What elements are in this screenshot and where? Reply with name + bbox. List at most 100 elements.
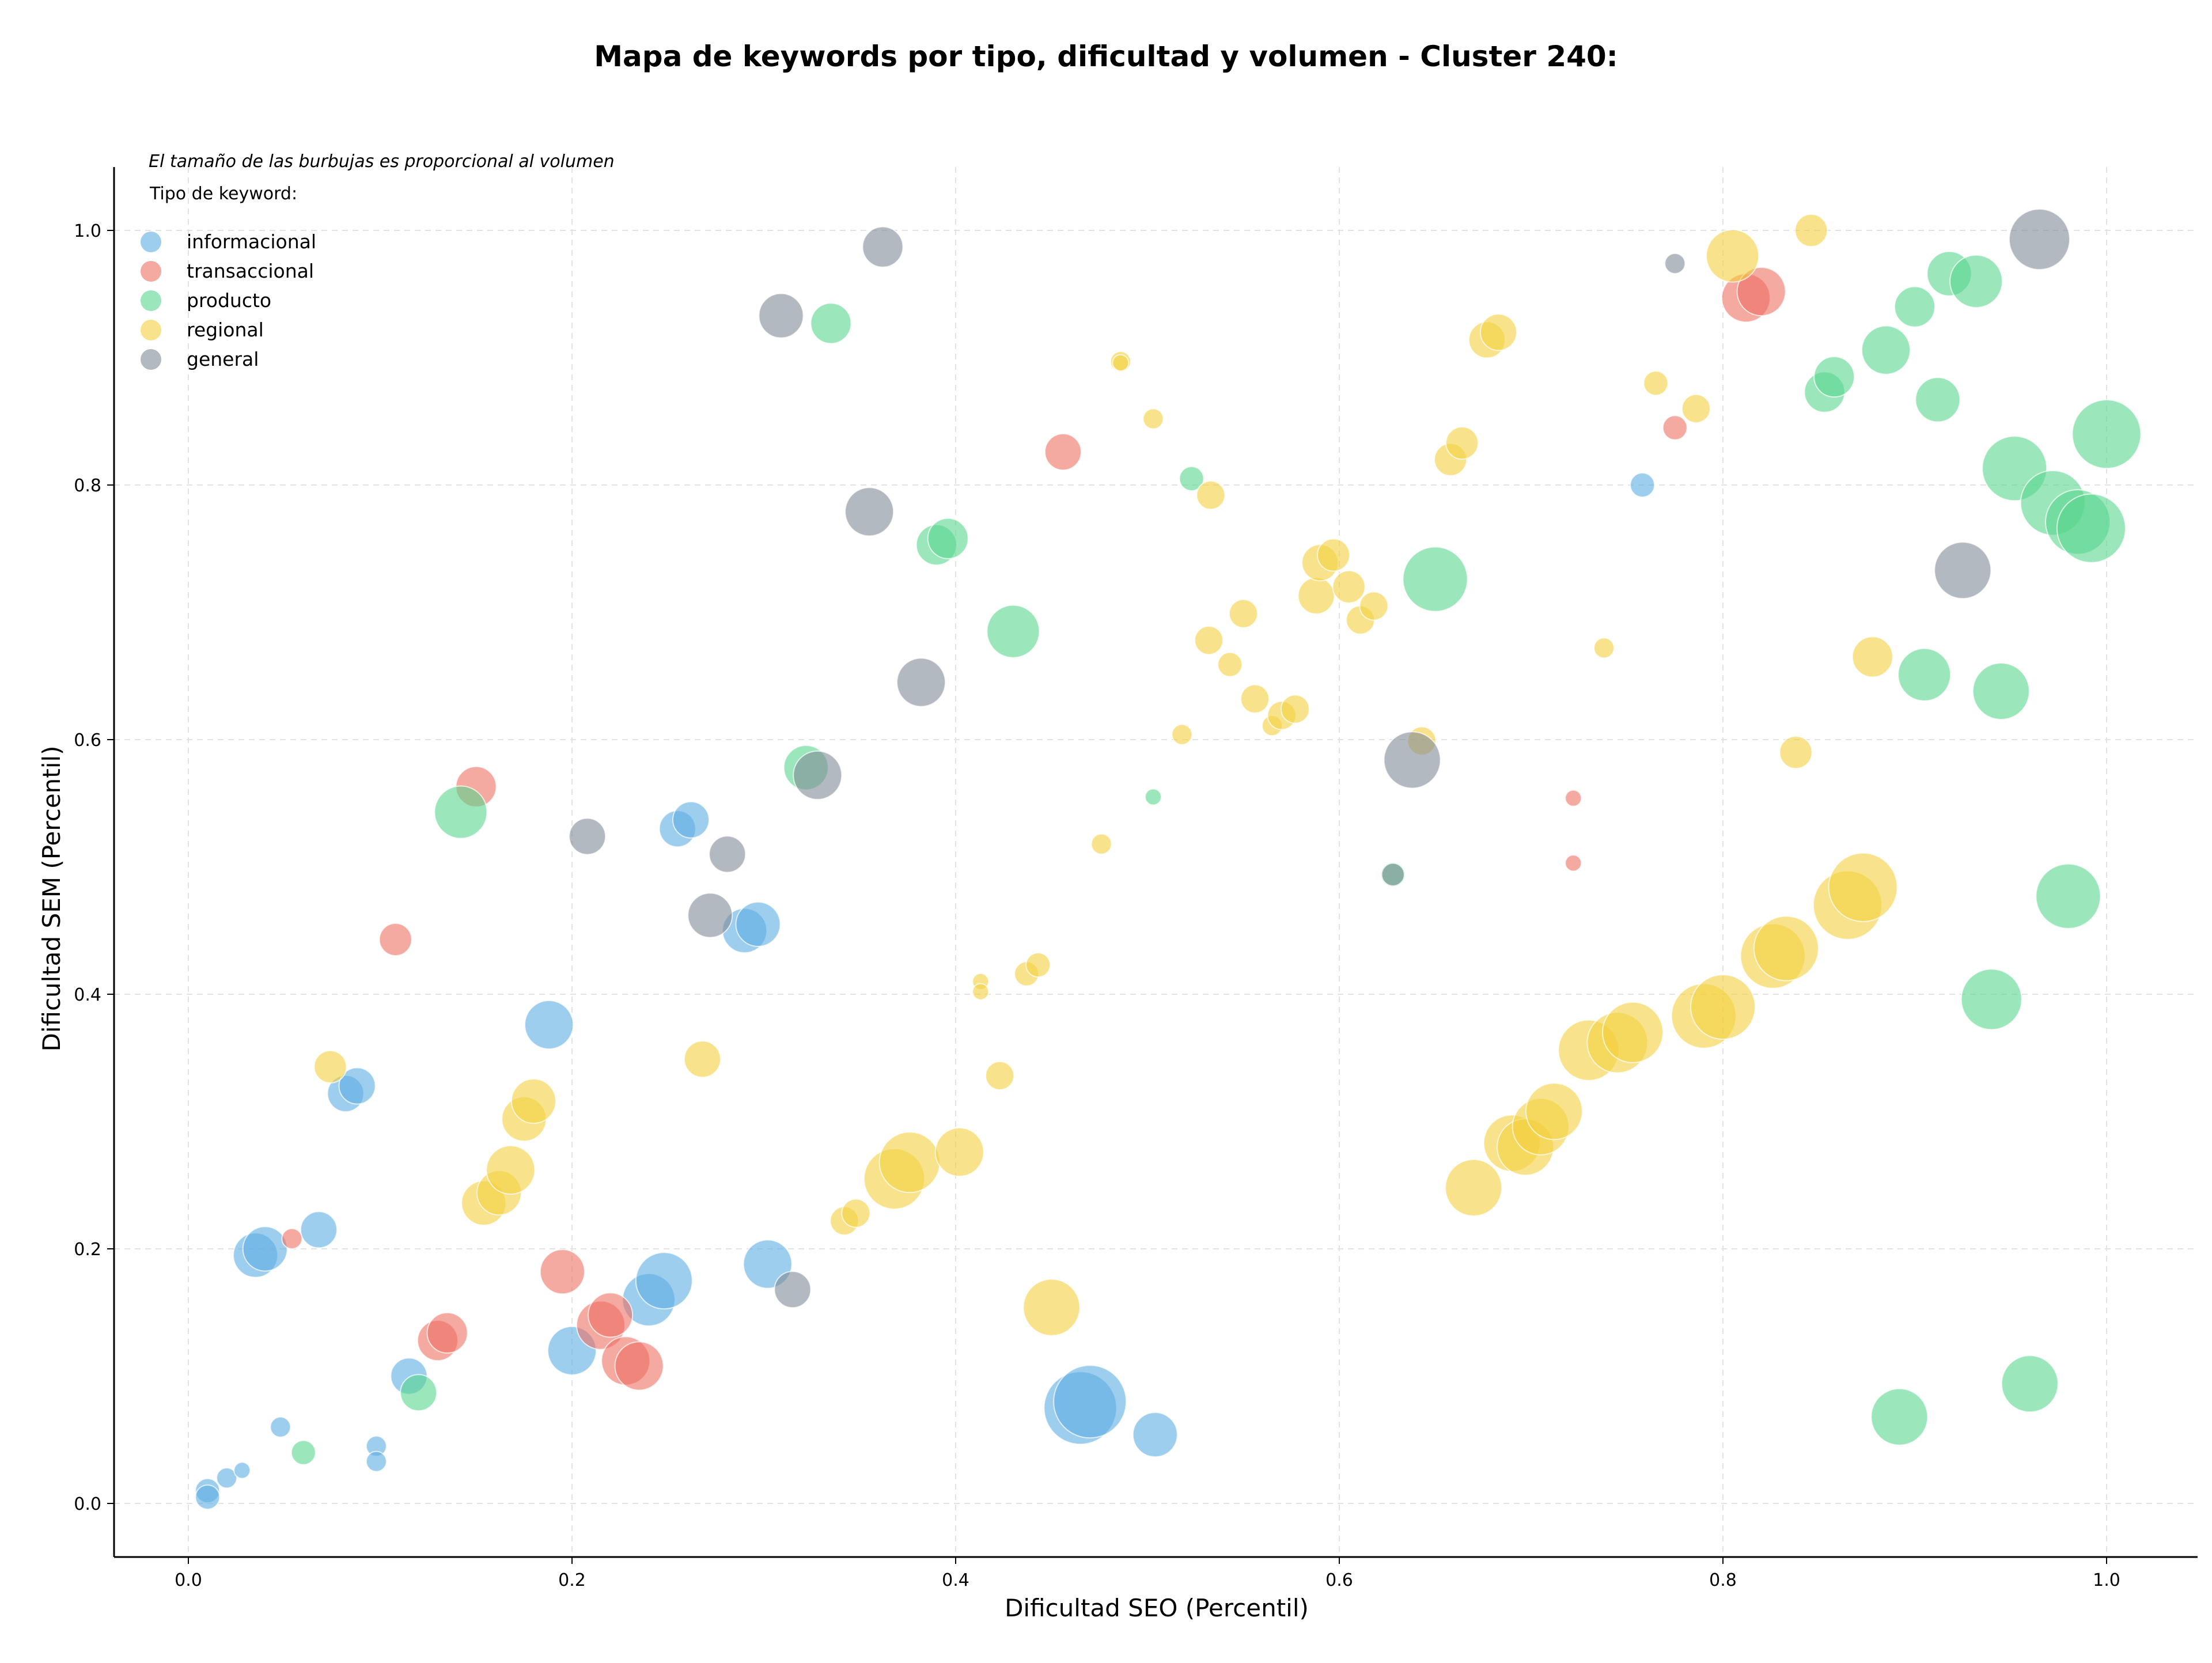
bubble-producto: [927, 517, 969, 559]
bubble-informacional: [524, 1000, 574, 1050]
bubble-producto: [2035, 863, 2101, 929]
bubble-general: [896, 657, 946, 707]
y-tick-label: 1.0: [74, 221, 101, 241]
x-tick-label: 0.4: [942, 1570, 969, 1590]
bubble-producto: [1949, 254, 2003, 308]
bubble-regional: [1601, 1001, 1664, 1063]
bubble-general: [687, 892, 733, 938]
legend-label-general: general: [187, 348, 259, 370]
bubble-informacional: [195, 1484, 221, 1510]
bubble-regional: [972, 983, 990, 1001]
bubble-producto: [1972, 662, 2030, 721]
legend-marker-transaccional: [141, 261, 161, 282]
bubble-general: [569, 817, 607, 855]
bubble-regional: [1753, 915, 1819, 982]
bubble-informacional: [1132, 1412, 1178, 1458]
bubble-transaccional: [614, 1341, 664, 1391]
bubble-general: [758, 293, 804, 339]
bubble-transaccional: [588, 1292, 634, 1338]
y-axis-label: Dificultad SEM (Percentil): [37, 746, 66, 1052]
bubble-regional: [1828, 852, 1898, 922]
bubble-regional: [486, 1145, 536, 1195]
bubble-regional: [1445, 1158, 1503, 1217]
y-tick-label: 0.6: [74, 730, 101, 751]
bubble-general: [1934, 541, 1992, 600]
bubble-regional: [1217, 651, 1243, 677]
bubble-informacional: [1053, 1365, 1127, 1439]
bubble-informacional: [270, 1416, 291, 1438]
bubble-producto: [400, 1374, 438, 1412]
legend-label-producto: producto: [187, 289, 271, 312]
legend-label-transaccional: transaccional: [187, 260, 314, 282]
y-tick-label: 0.0: [74, 1494, 101, 1514]
bubble-transaccional: [426, 1312, 468, 1354]
bubble-producto: [1915, 377, 1961, 423]
axis-layer: 0.0 0.2 0.4 0.6 0.8 1.0 0.0 0.2 0.4 0.6 0.8 1.0: [74, 167, 2198, 1590]
bubble-regional: [1690, 974, 1756, 1040]
bubble-regional: [1643, 370, 1669, 396]
bubble-regional: [1332, 570, 1366, 604]
bubble-informacional: [338, 1067, 376, 1105]
bubble-producto: [1897, 647, 1952, 702]
bubble-informacional: [635, 1252, 693, 1310]
bubble-regional: [1359, 591, 1389, 621]
bubble-regional: [1779, 736, 1813, 770]
bubble-producto: [2056, 493, 2126, 563]
bubble-regional: [1194, 626, 1224, 656]
x-tick-label: 1.0: [2093, 1570, 2120, 1590]
bubble-regional: [1593, 637, 1615, 659]
bubble-general: [2008, 208, 2070, 270]
legend-label-informacional: informacional: [187, 230, 316, 253]
bubble-regional: [1025, 952, 1051, 978]
x-tick-label: 0.2: [558, 1570, 586, 1590]
bubble-general: [709, 835, 747, 873]
bubble-general: [862, 226, 904, 268]
bubble-producto: [1870, 1388, 1929, 1446]
bubble-general: [844, 487, 895, 537]
bubble-informacional: [672, 801, 710, 839]
legend-marker-regional: [141, 320, 161, 340]
bubble-transaccional: [1044, 433, 1082, 471]
bubble-general: [1381, 862, 1405, 887]
bubble-informacional: [735, 901, 781, 947]
bubble-producto: [1813, 356, 1855, 398]
legend-label-regional: regional: [187, 319, 264, 341]
bubble-regional: [878, 1131, 941, 1194]
bubble-regional: [1317, 538, 1351, 572]
bubble-informacional: [216, 1467, 238, 1489]
y-tick-label: 0.2: [74, 1240, 101, 1260]
bubble-transaccional: [1565, 854, 1582, 872]
bubble-regional: [841, 1198, 871, 1228]
bubble-producto: [290, 1440, 316, 1465]
bubble-producto: [1960, 968, 2022, 1031]
bubble-transaccional: [539, 1249, 585, 1295]
bubble-regional: [1240, 684, 1270, 714]
bubble-regional: [1229, 598, 1258, 628]
legend-note: El tamaño de las burbujas es proporciona…: [149, 151, 615, 172]
bubble-regional: [1297, 577, 1335, 615]
x-axis-label: Dificultad SEO (Percentil): [1005, 1594, 1309, 1622]
bubble-regional: [1851, 636, 1893, 678]
y-tick-label: 0.8: [74, 476, 101, 496]
bubble-regional: [683, 1040, 721, 1078]
bubble-regional: [1280, 694, 1310, 724]
bubble-producto: [1894, 286, 1936, 328]
bubble-producto: [2001, 1355, 2059, 1413]
bubble-transaccional: [281, 1228, 303, 1249]
bubble-regional: [985, 1060, 1015, 1090]
bubble-informacional: [233, 1461, 251, 1479]
bubble-informacional: [365, 1450, 387, 1472]
bubble-informacional: [1630, 472, 1656, 498]
bubble-transaccional: [378, 922, 412, 956]
bubble-regional: [1022, 1278, 1081, 1336]
bubble-producto: [2071, 399, 2142, 469]
bubble-regional: [1142, 408, 1164, 430]
bubble-general: [1664, 252, 1686, 274]
x-tick-label: 0.0: [175, 1570, 202, 1590]
bubble-layer: [195, 208, 2142, 1510]
bubble-producto: [434, 785, 488, 839]
bubble-producto: [1179, 465, 1205, 491]
legend-marker-informacional: [141, 232, 161, 252]
y-tick-label: 0.4: [74, 985, 101, 1005]
